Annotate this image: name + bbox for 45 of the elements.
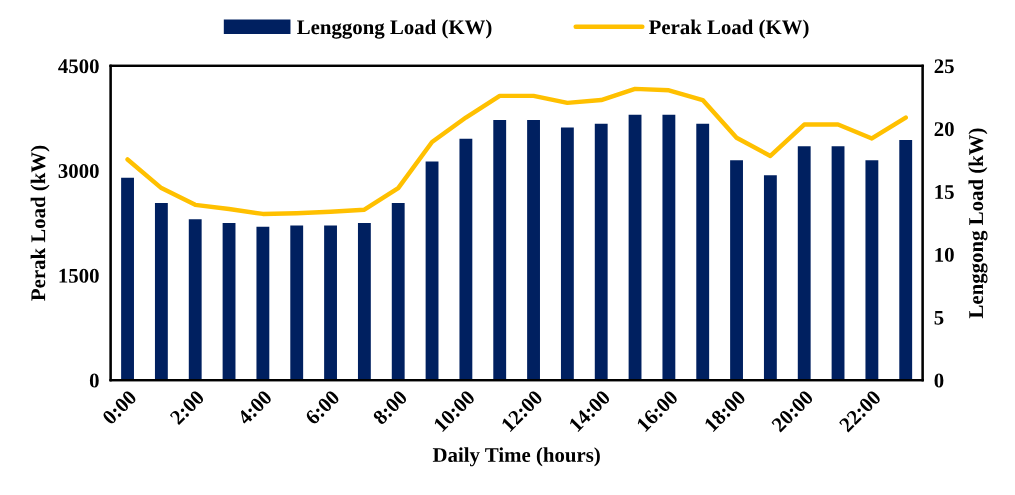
x-tick-label: 8:00 [372, 389, 409, 426]
bar [831, 146, 845, 381]
bar [628, 114, 642, 381]
y2-tick-label: 15 [935, 185, 954, 199]
bar [696, 123, 710, 381]
bar [493, 119, 507, 381]
bar [527, 119, 540, 381]
y-tick-label: 4500 [58, 59, 99, 74]
line-series [125, 86, 908, 217]
bar [899, 140, 913, 381]
y2-tick-label: 20 [934, 122, 954, 137]
bar [594, 123, 608, 381]
y-axis-title: Perak Load (kW) [30, 145, 50, 301]
y2-tick-label: 5 [934, 310, 944, 325]
y2-tick-label: 0 [934, 373, 944, 388]
bar [391, 202, 405, 381]
bar [357, 223, 371, 381]
bar [797, 146, 811, 381]
x-tick-label: 2:00 [169, 389, 206, 426]
bar [290, 225, 304, 381]
x-tick-label: 4:00 [236, 389, 273, 426]
bar [730, 160, 743, 381]
y2-tick-label: 10 [935, 247, 954, 262]
legend-label: Lenggong Load (KW) [297, 19, 492, 39]
bar [154, 202, 168, 381]
bar [459, 138, 473, 381]
y2-tick-label: 25 [934, 59, 954, 74]
x-axis-title: Daily Time (hours) [432, 447, 600, 467]
legend-label: Perak Load (KW) [648, 19, 809, 39]
bar [121, 177, 134, 381]
bar [222, 223, 236, 381]
y2-axis-title: Lenggong Load (kW) [968, 128, 988, 319]
bar [188, 219, 202, 381]
bar [425, 161, 439, 381]
x-tick-label: 0:00 [101, 389, 138, 426]
x-tick-label: 6:00 [304, 389, 341, 426]
bar [865, 160, 879, 381]
y-tick-label: 0 [89, 373, 99, 388]
bar [324, 225, 337, 381]
y-tick-label: 3000 [58, 163, 99, 179]
y-tick-label: 1500 [59, 268, 99, 283]
bar [560, 127, 574, 381]
bar [256, 226, 270, 381]
bar [763, 175, 777, 381]
bar [662, 114, 676, 381]
